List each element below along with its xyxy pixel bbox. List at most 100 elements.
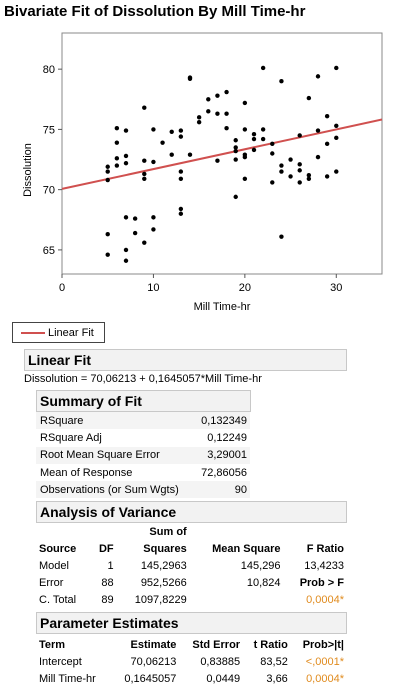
data-point[interactable] <box>297 162 302 167</box>
data-point[interactable] <box>260 136 266 142</box>
data-point[interactable] <box>306 176 312 182</box>
data-point[interactable] <box>315 154 321 160</box>
data-point[interactable] <box>242 100 248 106</box>
anova-cell: 88 <box>101 576 114 589</box>
data-point[interactable] <box>297 180 302 185</box>
data-point[interactable] <box>215 93 220 98</box>
data-point[interactable] <box>288 174 293 179</box>
data-point[interactable] <box>270 180 275 185</box>
data-point[interactable] <box>315 128 321 133</box>
data-point[interactable] <box>233 194 238 200</box>
data-point[interactable] <box>334 65 339 71</box>
data-point[interactable] <box>315 74 321 79</box>
data-point[interactable] <box>334 169 339 174</box>
data-point[interactable] <box>334 135 339 141</box>
x-tick-label: 10 <box>147 282 159 294</box>
data-point[interactable] <box>324 174 330 179</box>
data-point[interactable] <box>233 157 238 162</box>
data-point[interactable] <box>279 79 284 84</box>
parameter-estimates-table: Term Estimate Std Error t Ratio Prob>|t|… <box>36 636 347 687</box>
data-point[interactable] <box>123 153 129 159</box>
data-point[interactable] <box>260 127 266 132</box>
data-point[interactable] <box>260 65 266 71</box>
data-point[interactable] <box>178 206 184 212</box>
parameter-estimates-header[interactable]: Parameter Estimates <box>36 612 347 634</box>
data-point[interactable] <box>233 138 238 143</box>
data-point[interactable] <box>279 169 284 174</box>
scatter-plot[interactable]: 65 70 75 80 0 10 20 30 Mill Time-hr Dissolutio… <box>0 26 400 318</box>
data-point[interactable] <box>251 136 257 142</box>
param-pvalue: <,0001* <box>305 655 344 668</box>
data-point[interactable] <box>187 75 193 80</box>
data-point[interactable] <box>224 125 229 131</box>
data-point[interactable] <box>270 151 275 156</box>
summary-of-fit-header[interactable]: Summary of Fit <box>36 390 251 412</box>
data-point[interactable] <box>279 234 284 239</box>
data-point[interactable] <box>178 169 184 174</box>
anova-cell <box>190 591 284 608</box>
data-point[interactable] <box>288 157 293 162</box>
data-point[interactable] <box>297 168 302 173</box>
data-point[interactable] <box>132 216 138 221</box>
data-point[interactable] <box>151 127 156 132</box>
data-point[interactable] <box>334 123 339 128</box>
data-point[interactable] <box>251 147 257 153</box>
data-point[interactable] <box>297 133 302 138</box>
data-point[interactable] <box>114 156 120 161</box>
data-point[interactable] <box>123 160 129 166</box>
data-point[interactable] <box>123 247 129 253</box>
data-point[interactable] <box>206 97 211 102</box>
data-point[interactable] <box>242 176 248 182</box>
data-point[interactable] <box>215 158 220 163</box>
data-point[interactable] <box>105 252 110 257</box>
data-point[interactable] <box>142 176 147 182</box>
data-point[interactable] <box>215 111 220 116</box>
data-point[interactable] <box>178 176 184 182</box>
data-point[interactable] <box>196 115 202 120</box>
data-point[interactable] <box>178 134 184 139</box>
data-point[interactable] <box>160 140 165 145</box>
data-point[interactable] <box>132 230 138 236</box>
data-point[interactable] <box>224 111 229 116</box>
data-point[interactable] <box>123 128 129 133</box>
data-point[interactable] <box>114 125 120 131</box>
data-point[interactable] <box>324 113 330 119</box>
data-point[interactable] <box>105 232 110 237</box>
x-tick-label: 30 <box>330 282 342 294</box>
data-point[interactable] <box>142 240 147 245</box>
data-point[interactable] <box>224 89 229 95</box>
data-point[interactable] <box>169 152 174 157</box>
data-point[interactable] <box>206 109 211 114</box>
data-point[interactable] <box>306 172 312 178</box>
data-point[interactable] <box>178 128 184 133</box>
data-point[interactable] <box>123 215 129 220</box>
data-point[interactable] <box>151 159 156 165</box>
data-point[interactable] <box>105 164 110 169</box>
data-point[interactable] <box>233 148 238 154</box>
data-point[interactable] <box>279 163 284 168</box>
legend[interactable]: Linear Fit <box>12 322 105 343</box>
data-point[interactable] <box>242 152 248 157</box>
data-point[interactable] <box>169 129 174 135</box>
data-point[interactable] <box>114 163 120 168</box>
data-point[interactable] <box>306 95 312 101</box>
data-point[interactable] <box>105 169 110 174</box>
data-point[interactable] <box>270 141 275 147</box>
data-point[interactable] <box>187 152 193 157</box>
data-point[interactable] <box>251 132 257 137</box>
data-point[interactable] <box>233 145 238 150</box>
anova-header[interactable]: Analysis of Variance <box>36 501 347 523</box>
data-point[interactable] <box>178 211 184 216</box>
data-point[interactable] <box>151 227 156 232</box>
data-point[interactable] <box>142 158 147 163</box>
data-point[interactable] <box>242 127 248 132</box>
data-point[interactable] <box>142 105 147 110</box>
data-point[interactable] <box>324 141 330 147</box>
data-point[interactable] <box>114 140 120 145</box>
data-point[interactable] <box>196 119 202 125</box>
data-point[interactable] <box>105 177 110 183</box>
data-point[interactable] <box>123 258 129 263</box>
data-point[interactable] <box>142 171 147 177</box>
linear-fit-header[interactable]: Linear Fit <box>24 349 347 371</box>
data-point[interactable] <box>151 215 156 220</box>
